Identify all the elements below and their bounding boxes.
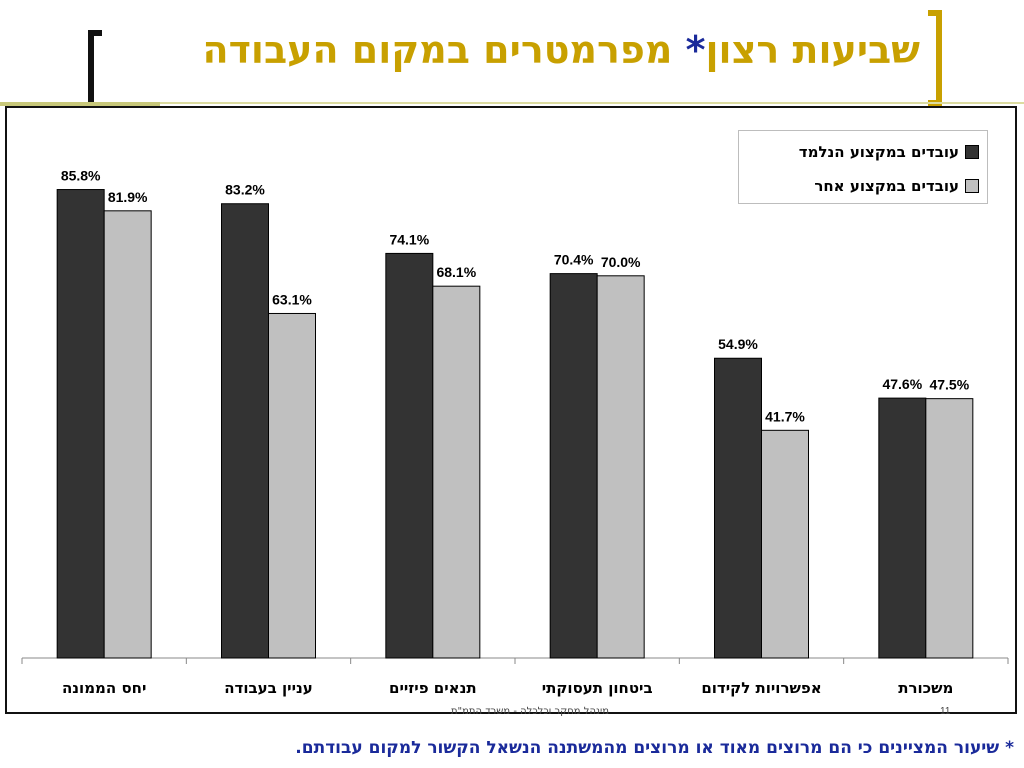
- chart-frame: [5, 106, 1017, 714]
- bar-series-1: [714, 357, 762, 659]
- data-label-series-1: 74.1%: [389, 231, 429, 247]
- bar-series-1: [221, 203, 269, 659]
- bar-series-2: [761, 429, 809, 659]
- bar-series-2: [103, 210, 152, 659]
- x-tick-label: ביטחון תעסוקתי: [542, 679, 653, 697]
- slide-title-rest: מפרמטרים במקום העבודה: [202, 28, 686, 72]
- bar-series-2: [432, 285, 481, 659]
- data-label-series-2: 70.0%: [601, 254, 641, 270]
- bar-series-1: [878, 397, 927, 659]
- data-label-series-2: 81.9%: [108, 189, 148, 205]
- legend-item-series-1: עובדים במקצוע הנלמד: [799, 143, 979, 161]
- bar-series-1: [549, 273, 598, 659]
- slide-page-number: 11: [940, 706, 951, 717]
- x-tick-label: אפשרויות לקידום: [701, 679, 821, 697]
- data-label-series-2: 47.5%: [929, 377, 969, 393]
- data-label-series-2: 41.7%: [765, 408, 805, 424]
- legend-label-series-2: עובדים במקצוע אחר: [814, 177, 959, 195]
- bar-series-1: [385, 252, 434, 659]
- bar-series-2: [268, 312, 316, 659]
- chart-legend: עובדים במקצוע הנלמד עובדים במקצוע אחר: [738, 130, 988, 204]
- bar-series-1: [56, 189, 105, 659]
- bar-series-2: [596, 275, 645, 659]
- legend-label-series-1: עובדים במקצוע הנלמד: [798, 143, 959, 161]
- data-label-series-1: 83.2%: [225, 182, 265, 198]
- legend-swatch-series-1: [965, 145, 979, 159]
- data-label-series-1: 85.8%: [61, 168, 101, 184]
- legend-item-series-2: עובדים במקצוע אחר: [814, 177, 979, 195]
- data-label-series-1: 70.4%: [554, 252, 594, 268]
- x-tick-label: עניין בעבודה: [224, 679, 313, 697]
- x-tick-label: תנאים פיזיים: [389, 679, 477, 697]
- slide-title: שביעות רצון* מפרמטרים במקום העבודה: [120, 22, 920, 78]
- data-label-series-1: 47.6%: [882, 376, 922, 392]
- slide-title-main: שביעות רצון: [705, 28, 921, 72]
- title-underline: [160, 102, 1024, 104]
- slide-footnote: * שיעור המציינים כי הם מרוצים מאוד או מר…: [295, 738, 1014, 758]
- data-label-series-2: 68.1%: [436, 264, 476, 280]
- data-label-series-2: 63.1%: [272, 291, 312, 307]
- bar-series-2: [925, 398, 974, 659]
- data-label-series-1: 54.9%: [718, 336, 758, 352]
- legend-swatch-series-2: [965, 179, 979, 193]
- slide-title-star: *: [685, 28, 706, 72]
- x-tick-label: יחס הממונה: [62, 679, 146, 697]
- x-tick-label: משכורת: [898, 679, 953, 697]
- title-underline-accent: [0, 102, 160, 106]
- slide-footer-source: מינהל מחקר וכלכלה - משרד התמ"ת: [450, 706, 610, 717]
